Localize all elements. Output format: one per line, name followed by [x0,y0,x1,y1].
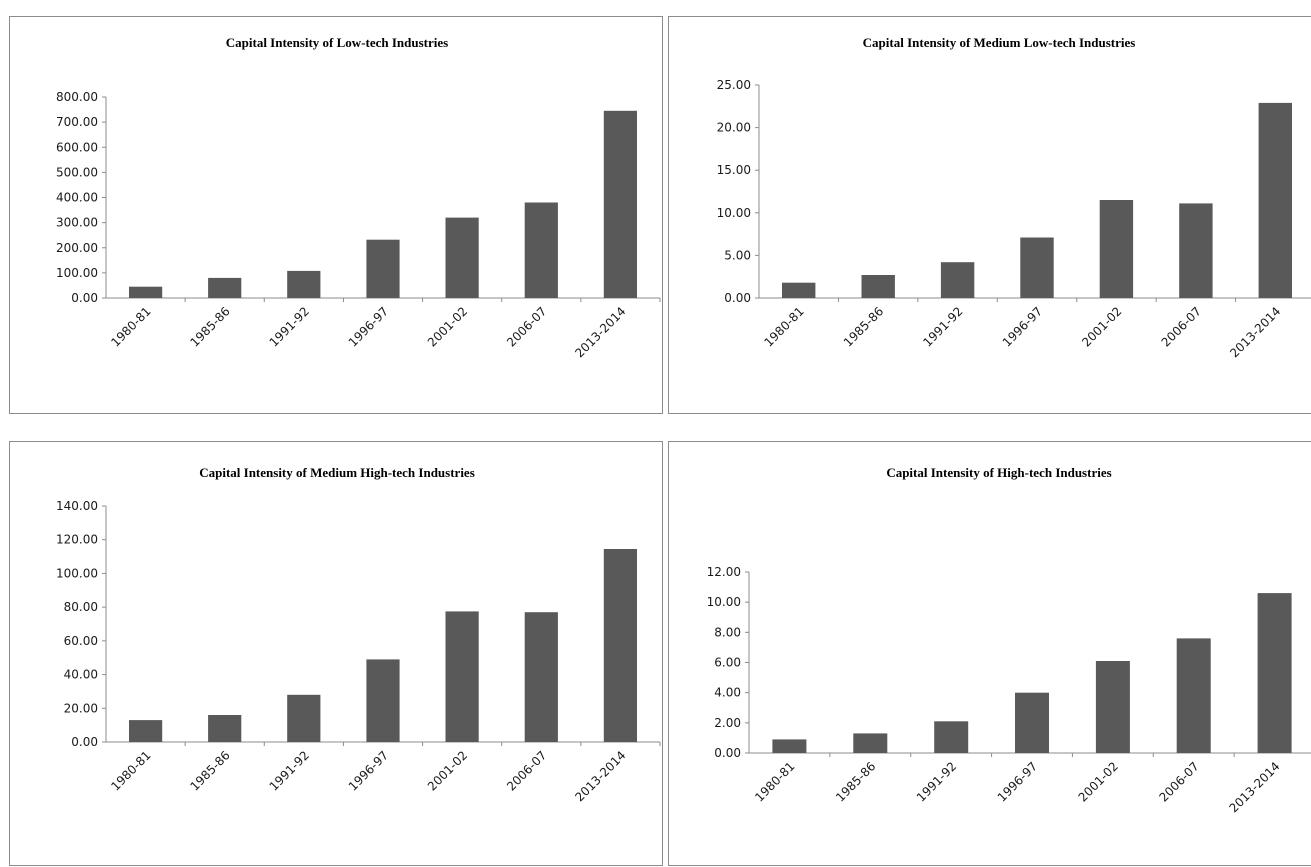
x-tick-label: 1985-86 [833,759,878,804]
x-tick-label: 2013-2014 [572,304,628,360]
x-tick-label: 1980-81 [761,304,806,349]
y-tick-label: 12.00 [707,565,741,579]
bar-1980-81 [772,739,807,753]
bar-2013-2014 [603,110,637,298]
x-tick-label: 2013-2014 [1227,759,1283,815]
y-tick-label: 800.00 [56,90,98,104]
bar-2006-07 [1179,203,1213,298]
y-tick-label: 0.00 [714,746,741,760]
bar-1991-92 [287,694,321,742]
y-tick-label: 100.00 [56,566,98,580]
x-tick-label: 2006-07 [504,748,549,793]
y-tick-label: 6.00 [714,656,741,670]
bar-1980-81 [129,720,163,742]
x-tick-label: 2006-07 [504,304,549,349]
bar-2013-2014 [603,549,637,742]
chart-low-tech: Capital Intensity of Low-tech Industries… [56,35,661,360]
bar-2001-02 [445,611,479,742]
x-tick-label: 1985-86 [187,748,232,793]
x-tick-label: 1996-97 [995,759,1040,804]
x-tick-label: 1985-86 [187,304,232,349]
y-tick-label: 40.00 [64,668,98,682]
y-tick-label: 400.00 [56,191,98,205]
y-tick-label: 80.00 [64,600,98,614]
x-tick-label: 2001-02 [425,748,470,793]
x-tick-label: 1980-81 [108,748,153,793]
bar-1985-86 [208,277,242,298]
bar-1991-92 [287,270,321,298]
bar-2006-07 [1176,638,1211,753]
y-tick-label: 0.00 [71,735,98,749]
bar-1980-81 [782,282,816,298]
bar-1996-97 [366,659,400,742]
x-tick-label: 2001-02 [1076,759,1121,804]
bar-1996-97 [1020,237,1054,298]
bar-2013-2014 [1258,102,1292,299]
y-tick-label: 100.00 [56,266,98,280]
bar-2001-02 [1095,661,1130,753]
bar-1985-86 [861,275,895,298]
bar-2006-07 [524,202,558,298]
y-tick-label: 20.00 [64,701,98,715]
bar-2013-2014 [1257,593,1292,753]
y-tick-label: 25.00 [717,78,751,92]
y-tick-label: 5.00 [724,248,751,262]
y-tick-label: 140.00 [56,499,98,513]
y-tick-label: 600.00 [56,140,98,154]
x-tick-label: 1991-92 [920,304,965,349]
chart-title: Capital Intensity of Medium Low-tech Ind… [863,35,1136,50]
bar-1991-92 [940,262,975,298]
y-tick-label: 8.00 [714,625,741,639]
chart-medium-low-tech: Capital Intensity of Medium Low-tech Ind… [717,35,1311,360]
y-tick-label: 60.00 [64,634,98,648]
y-tick-label: 10.00 [707,595,741,609]
y-tick-label: 4.00 [714,686,741,700]
bar-2001-02 [445,217,479,298]
x-tick-label: 2013-2014 [1227,304,1283,360]
x-tick-label: 2001-02 [425,304,470,349]
x-tick-label: 1991-92 [267,748,312,793]
y-tick-label: 200.00 [56,241,98,255]
bar-1980-81 [129,286,163,298]
chart-title: Capital Intensity of Low-tech Industries [226,35,448,50]
x-tick-label: 2006-07 [1156,759,1201,804]
x-tick-label: 1980-81 [752,759,797,804]
bar-1985-86 [853,733,888,753]
y-tick-label: 15.00 [717,163,751,177]
bar-1996-97 [366,239,400,298]
x-tick-label: 2013-2014 [572,748,628,804]
x-tick-label: 1991-92 [914,759,959,804]
y-tick-label: 120.00 [56,533,98,547]
bar-1996-97 [1015,692,1049,753]
y-tick-label: 700.00 [56,115,98,129]
y-tick-label: 10.00 [717,206,751,220]
chart-panel-medium-low-tech: Capital Intensity of Medium Low-tech Ind… [668,16,1311,414]
x-tick-label: 1985-86 [841,304,886,349]
bar-1985-86 [208,715,242,742]
chart-high-tech: Capital Intensity of High-tech Industrie… [707,465,1311,815]
bar-1991-92 [934,721,969,753]
x-tick-label: 2006-07 [1159,304,1204,349]
x-tick-label: 1980-81 [108,304,153,349]
x-tick-label: 2001-02 [1079,304,1124,349]
chart-panel-high-tech: Capital Intensity of High-tech Industrie… [668,441,1311,866]
y-tick-label: 2.00 [714,716,741,730]
x-tick-label: 1996-97 [1000,304,1045,349]
y-tick-label: 0.00 [724,291,751,305]
bar-2001-02 [1099,200,1134,298]
chart-medium-high-tech: Capital Intensity of Medium High-tech In… [56,465,661,804]
y-tick-label: 0.00 [71,291,98,305]
bar-2006-07 [524,612,558,742]
x-tick-label: 1996-97 [346,304,391,349]
x-tick-label: 1991-92 [267,304,312,349]
chart-panel-low-tech: Capital Intensity of Low-tech Industries… [9,16,663,414]
y-tick-label: 20.00 [717,121,751,135]
chart-panel-medium-high-tech: Capital Intensity of Medium High-tech In… [9,441,663,866]
y-tick-label: 500.00 [56,165,98,179]
x-tick-label: 1996-97 [346,748,391,793]
y-tick-label: 300.00 [56,216,98,230]
chart-title: Capital Intensity of Medium High-tech In… [199,465,475,480]
chart-title: Capital Intensity of High-tech Industrie… [886,465,1111,480]
